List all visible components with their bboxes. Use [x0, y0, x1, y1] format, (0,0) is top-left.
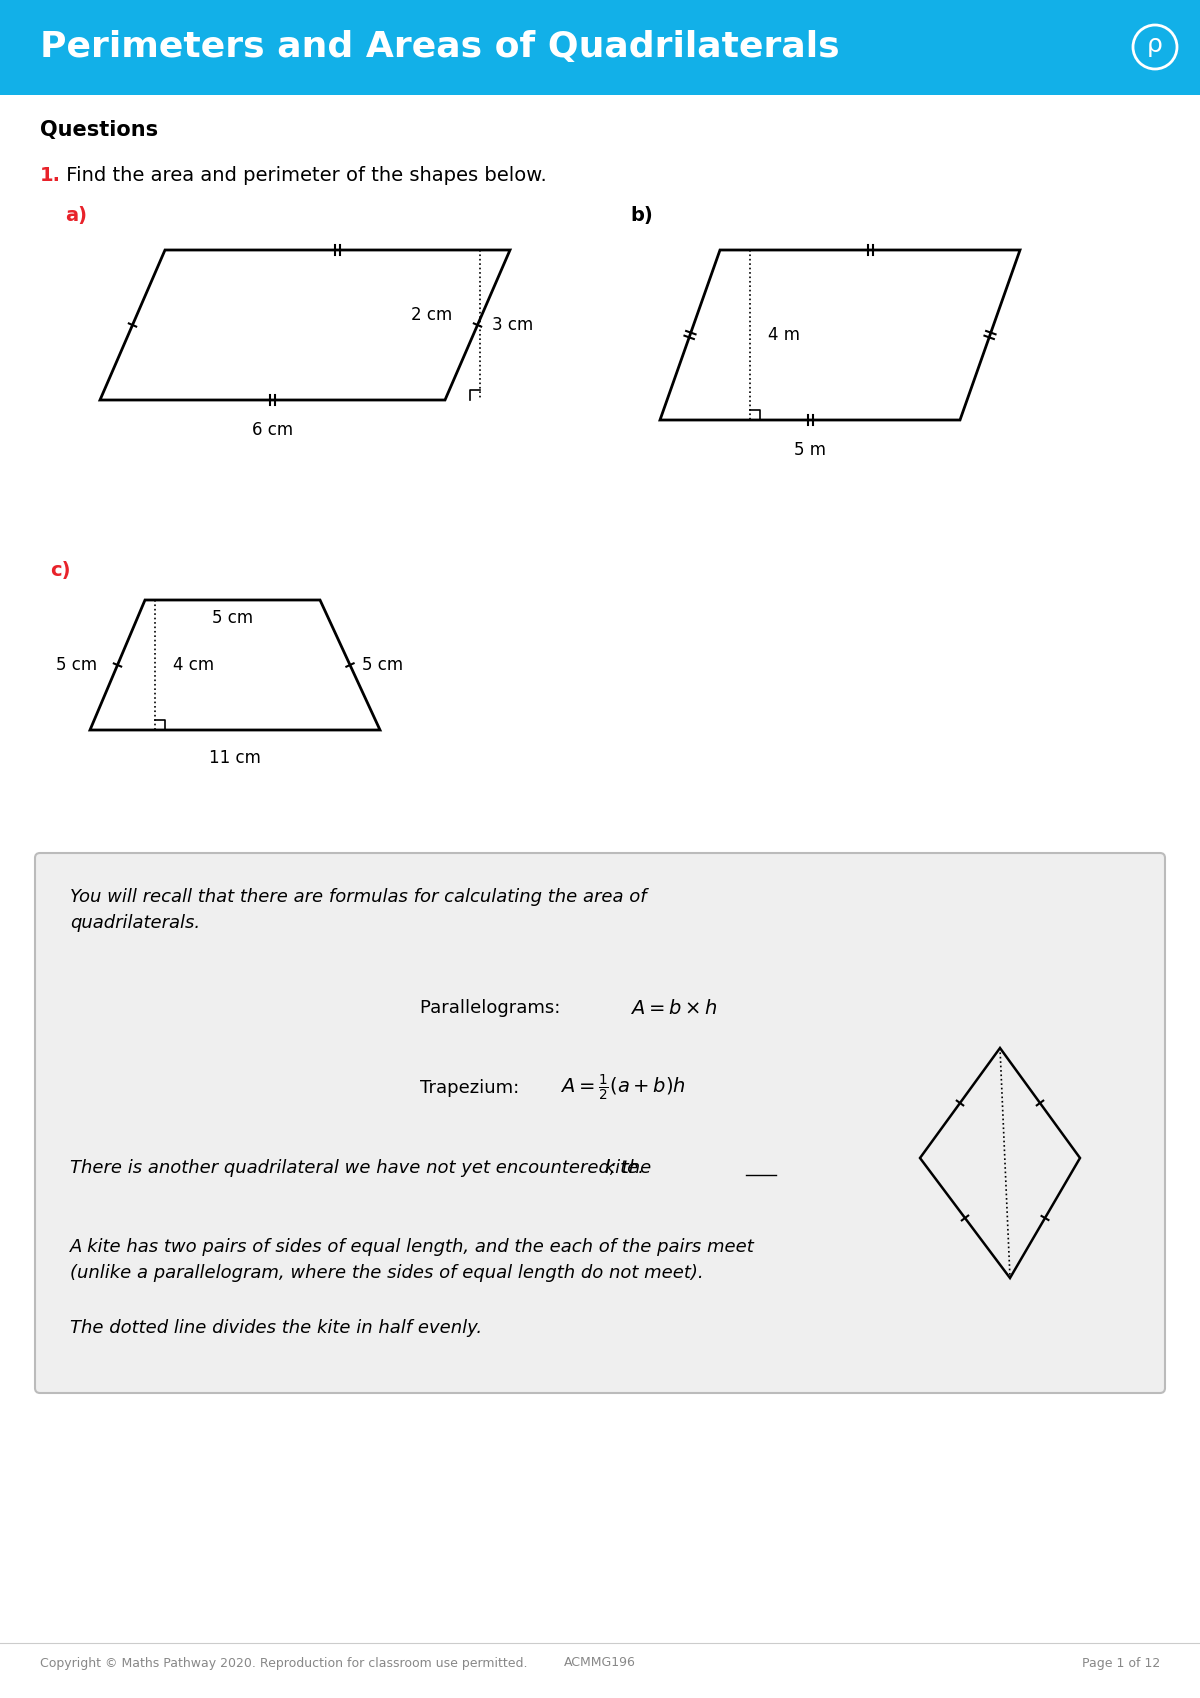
Text: a): a) [65, 205, 88, 224]
Text: The dotted line divides the kite in half evenly.: The dotted line divides the kite in half… [70, 1319, 482, 1336]
Text: Questions: Questions [40, 121, 158, 139]
Text: 4 m: 4 m [768, 326, 800, 345]
Text: Trapezium:: Trapezium: [420, 1078, 526, 1097]
Text: b): b) [630, 205, 653, 224]
Text: c): c) [50, 560, 71, 579]
Text: There is another quadrilateral we have not yet encountered; the: There is another quadrilateral we have n… [70, 1160, 658, 1177]
Text: ACMMG196: ACMMG196 [564, 1657, 636, 1669]
Text: Find the area and perimeter of the shapes below.: Find the area and perimeter of the shape… [60, 165, 547, 185]
Text: $A = \frac{1}{2}(a + b)h$: $A = \frac{1}{2}(a + b)h$ [560, 1073, 686, 1104]
Text: Perimeters and Areas of Quadrilaterals: Perimeters and Areas of Quadrilaterals [40, 31, 840, 65]
Text: A kite has two pairs of sides of equal length, and the each of the pairs meet
(u: A kite has two pairs of sides of equal l… [70, 1238, 755, 1282]
Text: 11 cm: 11 cm [209, 749, 260, 767]
Text: 2 cm: 2 cm [410, 306, 452, 324]
Bar [0, 0, 1200, 95]
Text: 6 cm: 6 cm [252, 421, 293, 440]
Text: 4 cm: 4 cm [173, 655, 214, 674]
Text: ρ: ρ [1147, 32, 1163, 58]
Text: 3 cm: 3 cm [492, 316, 534, 335]
Text: Page 1 of 12: Page 1 of 12 [1081, 1657, 1160, 1669]
Text: Parallelograms:: Parallelograms: [420, 998, 566, 1017]
Text: 1.: 1. [40, 165, 61, 185]
Text: 5 m: 5 m [794, 441, 826, 458]
Text: kite.: kite. [70, 1160, 644, 1177]
Text: You will recall that there are formulas for calculating the area of
quadrilatera: You will recall that there are formulas … [70, 888, 647, 932]
Text: Copyright © Maths Pathway 2020. Reproduction for classroom use permitted.: Copyright © Maths Pathway 2020. Reproduc… [40, 1657, 528, 1669]
FancyBboxPatch shape [35, 852, 1165, 1392]
Text: $A = b \times h$: $A = b \times h$ [630, 998, 718, 1017]
Text: 5 cm: 5 cm [212, 610, 253, 627]
Text: 5 cm: 5 cm [56, 655, 97, 674]
Text: 5 cm: 5 cm [362, 655, 403, 674]
